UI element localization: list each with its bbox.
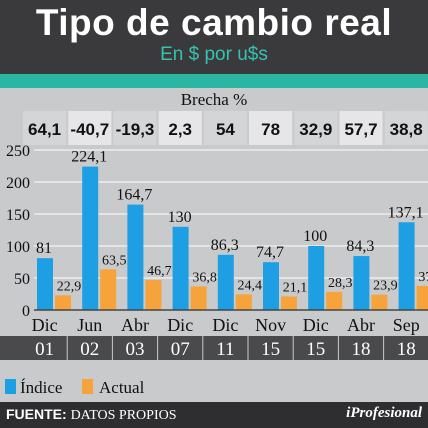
- data-label-actual: 37,7: [418, 270, 428, 285]
- brecha-value: 78: [261, 120, 280, 139]
- brecha-value: -19,3: [116, 120, 155, 139]
- x-tick-year: 07: [171, 339, 190, 360]
- bar-actual: [326, 291, 343, 310]
- brecha-cell: [249, 111, 293, 145]
- brecha-row: Brecha % 64,1 -40,7 -19,3 2,3 54 78 32,9 57,7 38,…: [23, 90, 428, 145]
- brand-logo: iProfesional: [346, 405, 422, 421]
- bar-actual: [145, 280, 162, 310]
- bar-actual: [416, 285, 428, 310]
- data-label-actual: 23,9: [373, 279, 398, 294]
- bar-actual: [100, 269, 117, 310]
- x-tick-year: 03: [126, 339, 145, 360]
- bar-actual: [235, 294, 252, 310]
- bar-indice: [127, 204, 144, 310]
- x-tick-year: 11: [216, 339, 234, 360]
- data-label-indice: 84,3: [346, 238, 374, 255]
- brecha-label: Brecha %: [181, 90, 248, 109]
- bar-actual: [281, 296, 297, 310]
- legend-label-actual: Actual: [99, 378, 145, 397]
- bar-indice: [172, 226, 189, 310]
- axis: 0 50 100 150 200 250 Dic Jun Abr Dic Dic Nov Dic Abr S…: [0, 143, 428, 360]
- y-tick-label: 50: [14, 271, 30, 288]
- y-tick-label: 250: [6, 143, 30, 160]
- y-tick-label: 200: [6, 175, 30, 192]
- data-label-indice: 224,1: [71, 149, 107, 166]
- data-label-actual: 63,5: [102, 253, 127, 268]
- data-label-actual: 21,1: [283, 280, 308, 295]
- brecha-cell: [68, 111, 112, 145]
- legend: Índice Actual: [0, 372, 428, 402]
- brecha-cell: [23, 111, 67, 145]
- footer: FUENTE: DATOS PROPIOS iProfesional: [0, 402, 428, 428]
- x-tick-month: Dic: [303, 315, 329, 335]
- x-tick-year: 01: [35, 339, 54, 360]
- year-band: [0, 336, 428, 360]
- brecha-cell: [113, 111, 157, 145]
- x-tick-month: Dic: [32, 315, 58, 335]
- data-label-actual: 46,7: [147, 264, 172, 279]
- x-tick-month: Nov: [255, 315, 286, 335]
- chart-title: Tipo de cambio real: [35, 2, 393, 43]
- x-tick-year: 18: [352, 339, 371, 360]
- x-tick-month: Dic: [212, 315, 238, 335]
- brecha-value: 2,3: [168, 120, 192, 139]
- bar-chart: Brecha % 64,1 -40,7 -19,3 2,3 54 78 32,9 57,7 38,…: [0, 90, 428, 360]
- source-value: DATOS PROPIOS: [70, 408, 177, 423]
- data-label-indice: 100: [303, 228, 327, 245]
- brecha-value: 38,8: [390, 120, 423, 139]
- brecha-cell: [339, 111, 383, 145]
- data-label-indice: 81: [36, 240, 52, 257]
- brecha-value: -40,7: [70, 120, 109, 139]
- header: Tipo de cambio real En $ por u$s: [0, 0, 428, 74]
- bars: 81 22,9 224,1 63,5 164,7 46,7 130 36,8 86,3 24,4 7…: [36, 149, 428, 310]
- data-label-actual: 22,9: [57, 279, 82, 294]
- source-label: FUENTE:: [6, 406, 67, 422]
- data-label-indice: 130: [168, 209, 192, 226]
- data-label-indice: 86,3: [211, 237, 239, 254]
- brecha-cell: [203, 111, 247, 145]
- legend-swatch-indice: [5, 379, 16, 394]
- brecha-cell: [294, 111, 338, 145]
- x-tick-month: Sep: [393, 315, 420, 335]
- bar-indice: [398, 222, 415, 310]
- bar-indice: [308, 246, 325, 310]
- bar-actual: [190, 286, 207, 310]
- legend-swatch-actual: [82, 379, 93, 394]
- data-label-actual: 28,3: [328, 276, 353, 291]
- bar-indice: [263, 262, 279, 310]
- chart-subtitle: En $ por u$s: [160, 44, 268, 65]
- brecha-cell: [158, 111, 202, 145]
- data-label-indice: 74,7: [256, 244, 284, 261]
- x-tick-month: Abr: [121, 315, 149, 335]
- brecha-value: 57,7: [344, 120, 377, 139]
- x-tick-year: 02: [80, 339, 99, 360]
- x-tick-month: Abr: [347, 315, 375, 335]
- x-tick-month: Jun: [77, 315, 102, 335]
- x-tick-year: 15: [306, 339, 325, 360]
- x-tick-year: 15: [261, 339, 280, 360]
- x-tick-year: 18: [397, 339, 416, 360]
- brecha-value: 32,9: [299, 120, 332, 139]
- data-label-actual: 36,8: [192, 270, 217, 285]
- bar-actual: [55, 295, 71, 310]
- source-note: FUENTE: DATOS PROPIOS: [6, 406, 177, 424]
- y-tick-label: 100: [6, 239, 30, 256]
- brecha-value: 64,1: [28, 120, 61, 139]
- bar-indice: [37, 258, 53, 310]
- y-tick-label: 150: [6, 207, 30, 224]
- y-tick-label: 0: [22, 303, 30, 320]
- data-label-actual: 24,4: [238, 278, 263, 293]
- bar-indice: [217, 254, 234, 310]
- bar-actual: [371, 294, 388, 310]
- data-label-indice: 164,7: [116, 187, 152, 204]
- x-tick-month: Dic: [167, 315, 193, 335]
- data-label-indice: 137,1: [388, 204, 424, 221]
- legend-label-indice: Índice: [20, 378, 62, 397]
- accent-bar: [0, 74, 428, 88]
- brecha-value: 54: [216, 120, 235, 139]
- bar-indice: [353, 256, 370, 310]
- brecha-cell: [384, 111, 428, 145]
- bar-indice: [82, 166, 99, 310]
